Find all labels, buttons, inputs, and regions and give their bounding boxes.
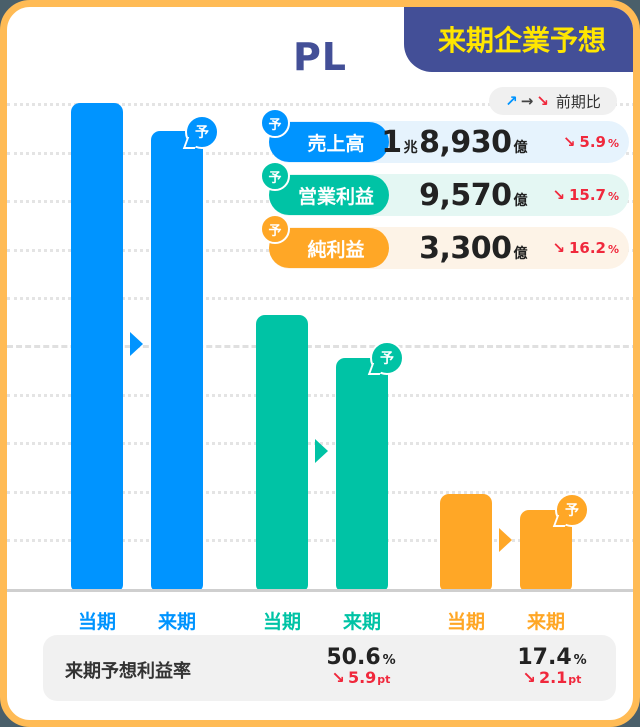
profit-margin-label: 来期予想利益率 (65, 661, 191, 682)
forecast-marker-icon: 予 (260, 214, 290, 244)
grid-line (7, 103, 633, 106)
down-arrow-icon: ↘ (536, 92, 549, 110)
x-label-operating-current: 当期 (262, 611, 301, 633)
triangle-right-icon (130, 332, 143, 356)
value-prefix-unit: 兆 (403, 140, 418, 156)
x-axis-baseline (7, 589, 633, 592)
change-unit: % (607, 190, 619, 203)
down-arrow-icon: ↘ (331, 668, 345, 687)
forecast-marker-icon: 予 (260, 161, 290, 191)
x-label-net-forecast: 来期 (526, 611, 565, 633)
net-margin-change: 2.1 (538, 668, 568, 687)
metric-name: 売上高 (307, 132, 365, 155)
metric-row-net-income: 純利益 予 3,300 億 ↘ 16.2 % (260, 214, 629, 269)
metric-change: ↘ 16.2 % (552, 239, 619, 257)
grid-line-mid (7, 345, 633, 348)
x-label-revenue-current: 当期 (77, 611, 116, 633)
triangle-right-icon (315, 439, 328, 463)
bar-revenue-forecast (151, 131, 203, 591)
value-number: 8,930 (419, 125, 512, 160)
grid-line (7, 394, 633, 397)
value-unit: 億 (513, 246, 528, 262)
metric-value: 1 兆 8,930 億 (381, 125, 529, 160)
bar-revenue-current (71, 103, 123, 591)
operating-margin: 50.6% ↘ 5.9pt (306, 645, 416, 687)
legend-label: 前期比 (555, 92, 601, 111)
bar-net-current (440, 494, 492, 591)
net-margin: 17.4% ↘ 2.1pt (497, 645, 607, 687)
metric-value: 9,570 億 (419, 178, 529, 213)
legend-yoy: ↗ → ↘ 前期比 (489, 87, 617, 115)
forecast-marker-icon: 予 (260, 108, 290, 138)
change-value: 15.7 (568, 186, 606, 204)
value-number: 3,300 (419, 231, 512, 266)
metric-label-pill: 営業利益 (269, 175, 389, 215)
change-unit: % (607, 137, 619, 150)
up-arrow-icon: ↗ (505, 92, 518, 110)
triangle-right-icon (499, 528, 512, 552)
change-value: 16.2 (568, 239, 606, 257)
value-number: 9,570 (419, 178, 512, 213)
x-label-revenue-forecast: 来期 (157, 611, 196, 633)
percent-unit: % (573, 653, 587, 668)
operating-margin-change: 5.9 (347, 668, 377, 687)
metric-name: 営業利益 (297, 185, 374, 208)
grid-line (7, 539, 633, 542)
forecast-marker-icon: 予 (370, 341, 404, 375)
x-label-operating-forecast: 来期 (342, 611, 381, 633)
value-unit: 億 (513, 193, 528, 209)
bar-operating-current (256, 315, 308, 591)
metric-change: ↘ 5.9 % (563, 133, 619, 151)
bar-operating-forecast (336, 358, 388, 591)
metric-label-pill: 売上高 (269, 122, 389, 162)
value-prefix: 1 (381, 125, 402, 160)
percent-unit: % (382, 653, 396, 668)
down-arrow-icon: ↘ (552, 239, 565, 257)
down-arrow-icon: ↘ (552, 186, 565, 204)
profit-margin-panel: 来期予想利益率 50.6% ↘ 5.9pt 17.4% ↘ 2.1pt (43, 635, 616, 701)
metric-value: 3,300 億 (419, 231, 529, 266)
metric-change: ↘ 15.7 % (552, 186, 619, 204)
x-label-net-current: 当期 (446, 611, 485, 633)
metric-label-pill: 純利益 (269, 228, 389, 268)
right-arrow-icon: → (520, 92, 534, 110)
grid-line (7, 491, 633, 494)
down-arrow-icon: ↘ (522, 668, 536, 687)
forecast-badge: 来期企業予想 (404, 7, 633, 72)
metric-row-revenue: 売上高 予 1 兆 8,930 億 ↘ 5.9 % (260, 108, 629, 163)
metric-name: 純利益 (307, 238, 365, 261)
change-unit: % (607, 243, 619, 256)
forecast-marker-icon: 予 (555, 493, 589, 527)
down-arrow-icon: ↘ (562, 133, 576, 151)
metric-row-operating-income: 営業利益 予 9,570 億 ↘ 15.7 % (260, 161, 629, 216)
forecast-marker-icon: 予 (185, 115, 219, 149)
pt-unit: pt (377, 673, 391, 686)
page-title: PL (292, 35, 348, 79)
grid-line (7, 297, 633, 300)
operating-margin-value: 50.6 (326, 645, 381, 670)
value-unit: 億 (513, 140, 528, 156)
change-value: 5.9 (579, 133, 606, 151)
net-margin-value: 17.4 (517, 645, 572, 670)
pt-unit: pt (568, 673, 582, 686)
